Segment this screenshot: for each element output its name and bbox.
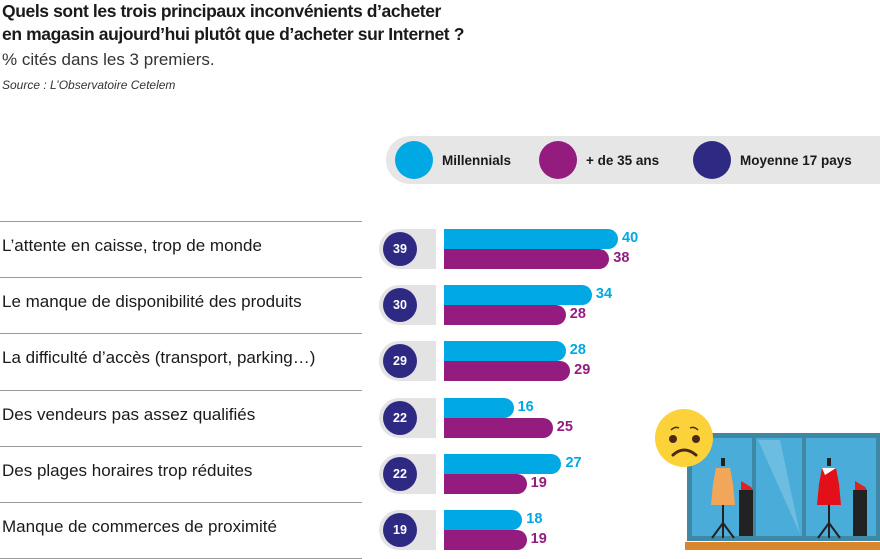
bar-millennials — [444, 229, 618, 249]
value-label-over35: 28 — [569, 306, 586, 323]
average-pill: 39 — [379, 229, 436, 269]
value-label-millennials: 40 — [622, 230, 639, 246]
legend-item-average: Moyenne 17 pays — [693, 141, 852, 179]
bar-millennials — [444, 397, 514, 418]
chart-source: Source : L’Observatoire Cetelem — [2, 78, 176, 92]
legend-label: Millennials — [442, 152, 512, 168]
average-value: 29 — [383, 344, 417, 379]
average-value: 19 — [383, 513, 417, 547]
category-label: Des vendeurs pas assez qualifiés — [2, 404, 256, 424]
row-divider — [0, 445, 362, 447]
legend-swatch-millennials — [395, 141, 433, 179]
bar-millennials — [444, 510, 523, 530]
value-label-over35: 29 — [574, 362, 591, 379]
row-divider — [0, 221, 362, 222]
average-pill: 29 — [379, 341, 436, 382]
sad-face-shop-window-icon — [655, 409, 880, 550]
bar-millennials — [444, 341, 566, 362]
average-value: 22 — [383, 400, 417, 435]
bar-millennials — [444, 285, 592, 306]
category-label: Manque de commerces de proximité — [2, 517, 277, 536]
average-value: 39 — [383, 232, 417, 266]
bar-over35 — [444, 417, 553, 438]
value-label-over35: 25 — [556, 418, 573, 435]
row-divider — [0, 277, 362, 279]
value-label-millennials: 18 — [526, 511, 543, 527]
average-pill: 30 — [379, 285, 436, 326]
average-value: 30 — [383, 288, 417, 323]
legend-item-millennials: Millennials — [395, 141, 511, 179]
average-pill: 22 — [379, 453, 436, 494]
category-label: La difficulté d’accès (transport, parkin… — [2, 348, 316, 368]
value-label-millennials: 28 — [569, 342, 586, 359]
legend-swatch-over35 — [539, 141, 577, 179]
average-pill: 19 — [379, 510, 436, 550]
bar-over35 — [444, 305, 566, 326]
legend-label: Moyenne 17 pays — [740, 152, 852, 168]
title-line-1: Quels sont les trois principaux inconvén… — [2, 1, 441, 21]
bar-over35 — [444, 361, 571, 382]
legend-swatch-average — [693, 141, 731, 179]
legend-label: + de 35 ans — [586, 152, 660, 168]
value-label-millennials: 34 — [595, 286, 613, 303]
legend-item-over35: + de 35 ans — [539, 141, 659, 179]
category-label: L’attente en caisse, trop de monde — [2, 236, 262, 255]
chart-title: Quels sont les trois principaux inconvén… — [2, 0, 562, 46]
category-label: Le manque de disponibilité des produits — [2, 292, 302, 312]
category-label: Des plages horaires trop réduites — [2, 460, 253, 480]
title-line-2: en magasin aujourd’hui plutôt que d’ache… — [2, 24, 464, 44]
row-divider — [0, 333, 362, 335]
bar-over35 — [444, 530, 527, 550]
average-pill: 22 — [379, 397, 436, 438]
bar-millennials — [444, 453, 562, 474]
value-label-over35: 38 — [613, 250, 630, 266]
value-label-millennials: 27 — [565, 454, 582, 471]
average-value: 22 — [383, 456, 417, 491]
chart-subtitle: % cités dans les 3 premiers. — [2, 50, 215, 69]
value-label-over35: 19 — [530, 531, 547, 547]
legend: Millennials + de 35 ans Moyenne 17 pays — [386, 136, 880, 184]
bar-over35 — [444, 249, 610, 269]
row-divider — [0, 389, 362, 391]
value-label-millennials: 16 — [517, 398, 534, 415]
row-divider — [0, 502, 362, 503]
bar-over35 — [444, 473, 527, 494]
value-label-over35: 19 — [530, 474, 547, 491]
